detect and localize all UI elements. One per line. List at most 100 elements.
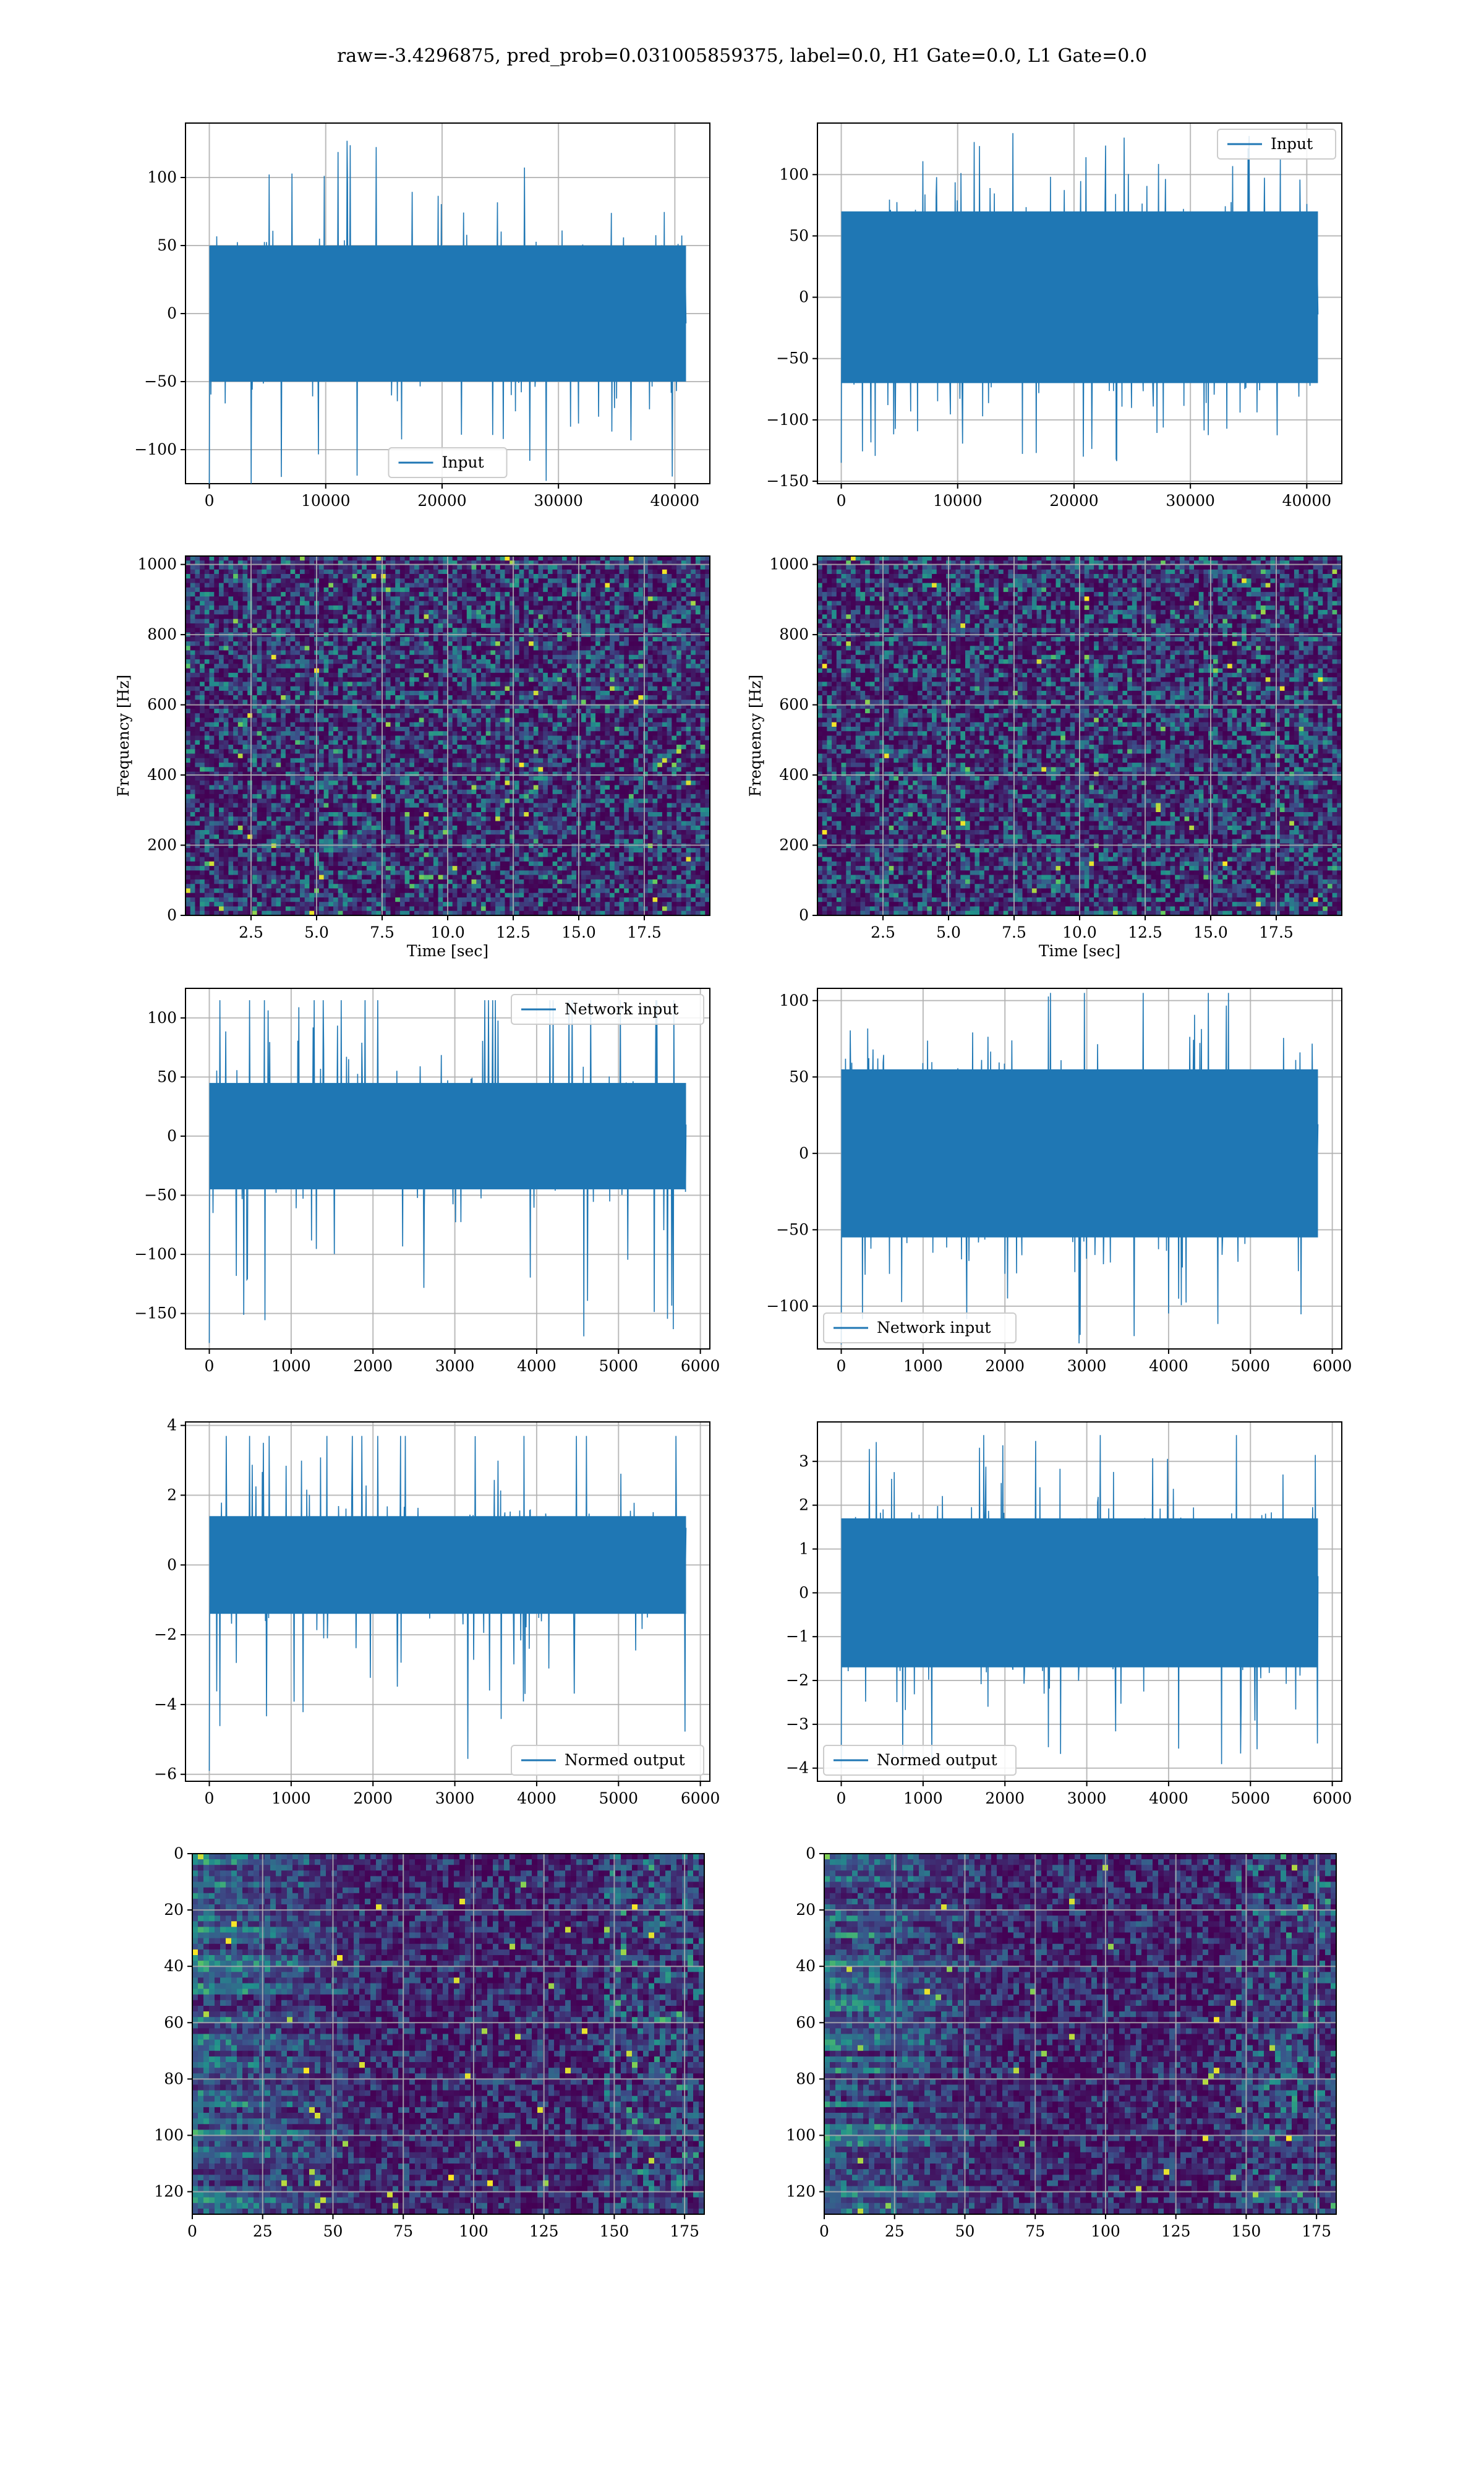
heatmap-cell [286,651,291,656]
heatmap-cell [352,646,357,651]
heatmap-cell [300,570,305,575]
heatmap-cell [510,623,514,628]
heatmap-cell [691,601,696,606]
heatmap-cell [333,736,338,741]
heatmap-cell [524,596,529,601]
heatmap-cell [362,754,367,759]
heatmap-cell [205,574,210,579]
heatmap-cell [286,754,291,759]
heatmap-cell [701,610,706,615]
heatmap-cell [681,619,686,624]
heatmap-cell [395,556,400,561]
heatmap-cell [295,655,300,660]
heatmap-cell [495,677,500,682]
heatmap-cell [228,736,233,741]
heatmap-cell [567,736,572,741]
heatmap-cell [262,588,267,593]
heatmap-cell [457,740,462,745]
heatmap-cell [305,646,310,651]
heatmap-cell [691,628,696,633]
heatmap-cell [591,673,595,678]
heatmap-cell [629,606,634,610]
heatmap-cell [210,565,215,570]
heatmap-cell [224,749,229,754]
heatmap-cell [219,691,224,696]
heatmap-cell [662,614,667,619]
heatmap-cell [233,727,238,732]
heatmap-cell [581,718,586,723]
heatmap-cell [409,570,414,575]
heatmap-cell [615,601,620,606]
heatmap-cell [453,655,458,660]
heatmap-cell [529,677,534,682]
heatmap-cell [271,709,276,714]
heatmap-cell [476,718,481,723]
heatmap-cell [610,731,615,736]
heatmap-cell [219,637,224,642]
heatmap-cell [681,655,686,660]
heatmap-cell [495,578,500,583]
heatmap-cell [457,592,462,597]
heatmap-cell [667,713,672,718]
heatmap-cell [195,718,200,723]
heatmap-cell [429,709,433,714]
heatmap-cell [224,677,229,682]
heatmap-cell [405,749,410,754]
heatmap-cell [634,687,639,691]
heatmap-cell [343,736,348,741]
heatmap-cell [500,736,505,741]
heatmap-cell [281,749,286,754]
heatmap-cell [567,677,572,682]
heatmap-cell [267,641,271,646]
heatmap-cell [357,695,362,700]
heatmap-cell [657,713,662,718]
heatmap-cell [495,588,500,593]
heatmap-cell [195,610,200,615]
heatmap-cell [448,731,453,736]
heatmap-cell [672,727,676,732]
heatmap-cell [357,754,362,759]
heatmap-cell [414,651,419,656]
heatmap-cell [195,740,200,745]
heatmap-cell [610,677,615,682]
heatmap-cell [462,556,467,561]
heatmap-cell [453,592,458,597]
heatmap-cell [190,592,195,597]
heatmap-cell [238,596,243,601]
heatmap-cell [357,623,362,628]
heatmap-cell [395,673,400,678]
heatmap-cell [429,664,433,669]
heatmap-cell [333,727,338,732]
heatmap-cell [195,588,200,593]
heatmap-cell [534,740,539,745]
heatmap-cell [676,740,681,745]
heatmap-cell [467,596,472,601]
heatmap-cell [376,578,381,583]
heatmap-cell [195,592,200,597]
heatmap-cell [309,731,314,736]
heatmap-cell [352,718,357,723]
heatmap-cell [357,669,362,674]
heatmap-cell [286,565,291,570]
heatmap-cell [571,691,576,696]
heatmap-cell [510,610,514,615]
heatmap-cell [419,713,424,718]
heatmap-cell [457,606,462,610]
heatmap-cell [286,614,291,619]
heatmap-cell [624,691,629,696]
heatmap-cell [295,731,300,736]
heatmap-cell [467,727,472,732]
heatmap-cell [333,709,338,714]
heatmap-cell [243,641,248,646]
heatmap-cell [672,606,676,610]
heatmap-cell [405,727,410,732]
heatmap-cell [519,731,524,736]
heatmap-cell [291,687,296,691]
heatmap-cell [328,574,333,579]
heatmap-cell [400,574,405,579]
heatmap-cell [634,583,639,588]
heatmap-cell [414,687,419,691]
heatmap-cell [348,736,352,741]
heatmap-cell [433,731,438,736]
heatmap-cell [305,565,310,570]
